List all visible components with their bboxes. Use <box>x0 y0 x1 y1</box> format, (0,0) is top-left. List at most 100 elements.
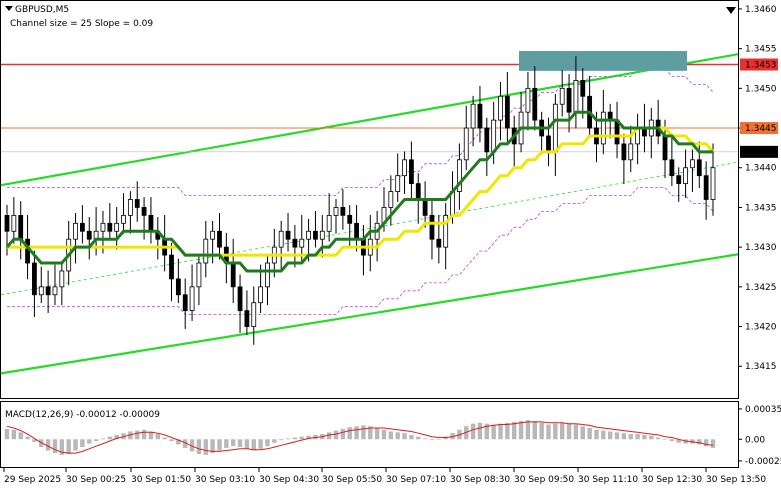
candle-bullish <box>73 222 78 240</box>
candle-bullish <box>278 230 284 248</box>
macd-histogram-bar <box>176 439 181 445</box>
macd-histogram-bar <box>601 430 606 440</box>
candle-bearish <box>566 87 572 113</box>
envelope-upper <box>7 68 714 196</box>
candle-bearish <box>25 238 30 264</box>
candle-bullish <box>38 286 44 296</box>
macd-histogram-bar <box>141 429 147 440</box>
macd-histogram-bar <box>573 424 579 440</box>
price-tick-label: 1.3425 <box>745 283 777 293</box>
macd-histogram-bar <box>409 434 414 440</box>
candle-bullish <box>498 95 503 121</box>
macd-histogram-bar <box>326 432 332 440</box>
price-plot <box>0 51 739 375</box>
candle-bearish <box>703 175 709 200</box>
macd-histogram-bar <box>649 435 654 440</box>
macd-histogram-bar <box>388 431 394 440</box>
macd-histogram-bar <box>237 439 243 448</box>
macd-histogram-bar <box>580 426 585 440</box>
time-tick-label: 30 Sep 05:50 <box>322 475 382 485</box>
candle-bullish <box>559 87 565 105</box>
time-tick-label: 29 Sep 2025 <box>4 475 61 485</box>
macd-histogram-bar <box>621 433 627 440</box>
macd-histogram-bar <box>114 434 119 440</box>
macd-histogram-bar <box>368 426 373 440</box>
macd-tick-label: 0.00035 <box>745 405 781 415</box>
macd-histogram-bar <box>505 422 510 440</box>
macd-histogram-bar <box>628 434 633 440</box>
macd-histogram-bar <box>210 439 215 454</box>
macd-histogram-bar <box>553 423 558 440</box>
macd-histogram-bar <box>635 434 640 440</box>
time-tick-label: 30 Sep 12:30 <box>642 475 702 485</box>
candle-bearish <box>662 135 668 161</box>
candle-bullish <box>402 159 407 177</box>
candle-bearish <box>79 222 85 232</box>
candle-bearish <box>532 87 538 121</box>
candle-bullish <box>52 286 58 296</box>
time-tick-label: 30 Sep 11:10 <box>578 475 638 485</box>
candle-bearish <box>477 103 483 129</box>
candle-bearish <box>237 286 243 312</box>
macd-histogram-bar <box>162 437 167 440</box>
candle-bearish <box>175 278 181 296</box>
macd-histogram-bar <box>73 439 78 451</box>
macd-histogram-bar <box>272 439 277 443</box>
candle-bullish <box>319 230 325 240</box>
macd-histogram-bar <box>697 439 702 445</box>
macd-histogram-bar <box>93 439 99 441</box>
macd-histogram-bar <box>710 439 716 448</box>
candle-bearish <box>217 230 222 248</box>
macd-histogram-bar <box>66 439 71 454</box>
candle-bearish <box>340 207 346 216</box>
macd-histogram-bar <box>203 439 208 455</box>
candle-bearish <box>621 143 627 161</box>
macd-histogram-bar <box>518 421 524 440</box>
candle-bullish <box>210 230 216 240</box>
price-tick-label: 1.3415 <box>745 362 777 372</box>
price-axis: 1.3460 1.3455 1.3450 1.3445 1.3440 1.3435 1.34… <box>738 5 778 372</box>
macd-histogram-bar <box>25 436 30 440</box>
macd-histogram-bar <box>587 428 592 440</box>
macd-histogram-bar <box>265 439 270 447</box>
macd-histogram-bar <box>87 439 92 444</box>
macd-histogram-bar <box>306 435 311 440</box>
macd-histogram-bar <box>59 439 65 455</box>
candle-bearish <box>429 214 435 240</box>
candle-bullish <box>127 199 133 216</box>
candle-bullish <box>265 262 270 288</box>
candle-bearish <box>4 214 10 232</box>
macd-histogram-bar <box>230 439 236 447</box>
macd-histogram-bar <box>594 429 599 440</box>
macd-histogram-bar <box>333 430 339 440</box>
price-label-box <box>740 122 778 135</box>
candle-bullish <box>196 262 202 288</box>
scroll-arrow-icon[interactable] <box>726 7 736 14</box>
macd-plot: 0.00035 0.00 -0.00025 <box>4 405 781 467</box>
candle-bullish <box>114 222 120 232</box>
macd-histogram-bar <box>189 439 195 452</box>
macd-histogram-bar <box>32 439 37 442</box>
candle-bullish <box>306 230 311 240</box>
candle-bearish <box>141 207 147 216</box>
macd-histogram-bar <box>135 430 140 440</box>
price-tick-label: 1.3420 <box>745 323 777 333</box>
moving-average-green <box>5 110 713 273</box>
macd-histogram-bar <box>183 439 188 448</box>
price-tick-label: 1.3450 <box>745 84 777 94</box>
candle-bearish <box>292 238 298 248</box>
macd-histogram-bar <box>669 439 675 441</box>
chart-symbol: GBPUSD,M5 <box>15 5 69 15</box>
macd-histogram-bar <box>429 439 435 441</box>
symbol-dropdown-icon[interactable] <box>5 6 13 11</box>
macd-histogram-bar <box>614 432 620 440</box>
macd-histogram-bar <box>642 434 647 440</box>
candle-bearish <box>285 230 291 240</box>
envelope-lower <box>7 187 714 315</box>
time-tick-label: 30 Sep 00:25 <box>66 475 126 485</box>
macd-histogram-bar <box>244 439 250 449</box>
channel-mid-line <box>0 161 739 296</box>
macd-histogram-bar <box>402 433 407 440</box>
macd-histogram-bar <box>422 438 428 440</box>
